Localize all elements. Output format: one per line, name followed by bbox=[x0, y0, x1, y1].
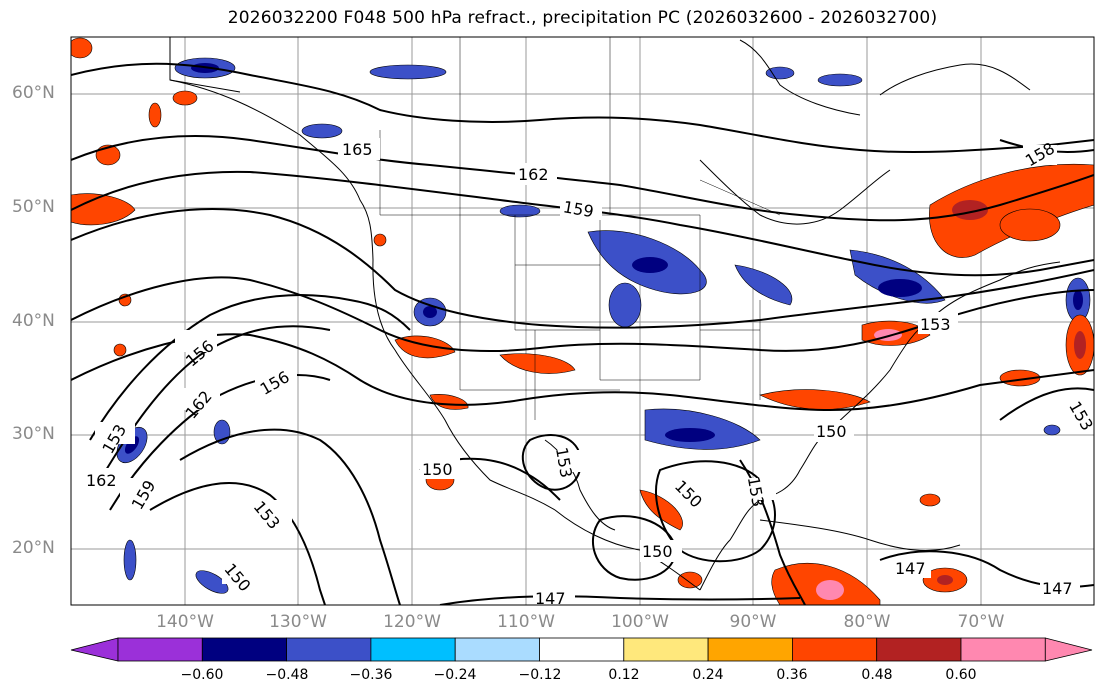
longitude-label: 130°W bbox=[269, 612, 327, 632]
colorbar-label: −0.24 bbox=[433, 667, 477, 683]
contour-label: 162 bbox=[518, 165, 549, 184]
contour-label: 147 bbox=[895, 559, 926, 578]
longitude-label: 120°W bbox=[383, 612, 441, 632]
contour-yucatan-ring bbox=[591, 515, 677, 581]
latitude-label: 30°N bbox=[12, 424, 55, 444]
colorbar-label: 0.36 bbox=[776, 667, 808, 683]
contour-156-west bbox=[89, 294, 411, 441]
contour-150 bbox=[71, 333, 1094, 412]
longitude-label: 140°W bbox=[156, 612, 214, 632]
contour-label: 165 bbox=[342, 140, 373, 159]
longitude-label: 100°W bbox=[611, 612, 669, 632]
contour-165 bbox=[71, 62, 1094, 154]
longitude-label: 90°W bbox=[729, 612, 777, 632]
colorbar-segment bbox=[370, 637, 456, 662]
latitude-label: 40°N bbox=[12, 311, 55, 331]
colorbar-segment bbox=[539, 637, 625, 662]
colorbar-segment bbox=[960, 637, 1046, 662]
contour-label: 147 bbox=[535, 589, 566, 608]
contour-162-north bbox=[71, 135, 1094, 222]
map-frame bbox=[70, 36, 1095, 606]
contour-label: 150 bbox=[816, 422, 847, 441]
colorbar-segment bbox=[454, 637, 540, 662]
colorbar-label: −0.12 bbox=[518, 667, 562, 683]
map-title: 2026032200 F048 500 hPa refract., precip… bbox=[227, 8, 938, 28]
colorbar-label: −0.48 bbox=[265, 667, 309, 683]
colorbar-label: −0.36 bbox=[349, 667, 393, 683]
longitude-label: 70°W bbox=[957, 612, 1005, 632]
longitude-label: 110°W bbox=[497, 612, 555, 632]
latitude-label: 50°N bbox=[12, 197, 55, 217]
contour-153-west bbox=[179, 428, 401, 605]
state-borders bbox=[379, 37, 781, 420]
colorbar-segment bbox=[876, 637, 962, 662]
contour-label: 150 bbox=[642, 542, 673, 561]
contour-156-north bbox=[71, 208, 1094, 329]
precip-positive bbox=[71, 37, 1094, 605]
latitude-label: 60°N bbox=[12, 83, 55, 103]
contour-label: 153 bbox=[920, 315, 951, 334]
colorbar-extend-right bbox=[1044, 637, 1093, 662]
colorbar-segment bbox=[792, 637, 878, 662]
colorbar-label: 0.60 bbox=[945, 667, 977, 683]
contour-147 bbox=[439, 595, 801, 605]
refractivity-contours bbox=[71, 62, 1094, 605]
longitude-label: 80°W bbox=[843, 612, 891, 632]
colorbar-label: 0.12 bbox=[608, 667, 640, 683]
colorbar-label: −0.60 bbox=[180, 667, 224, 683]
contour-150-west bbox=[149, 482, 326, 605]
colorbar-segment bbox=[117, 637, 203, 662]
colorbar-label: 0.48 bbox=[861, 667, 893, 683]
precip-negative bbox=[116, 57, 1091, 594]
contour-label: 150 bbox=[422, 460, 453, 479]
colorbar-extend-left bbox=[70, 637, 119, 662]
contour-label: 162 bbox=[86, 471, 117, 490]
latitude-label: 20°N bbox=[12, 538, 55, 558]
colorbar-label: 0.24 bbox=[692, 667, 724, 683]
colorbar-segment bbox=[707, 637, 793, 662]
contour-mexico-ring bbox=[521, 434, 582, 491]
graticule bbox=[71, 37, 1094, 605]
colorbar-segment bbox=[286, 637, 372, 662]
colorbar-segment bbox=[201, 637, 288, 662]
colorbar bbox=[70, 637, 1093, 662]
colorbar-segment bbox=[623, 637, 709, 662]
contour-label: 147 bbox=[1042, 579, 1073, 598]
contour-153-atlantic bbox=[999, 387, 1094, 421]
